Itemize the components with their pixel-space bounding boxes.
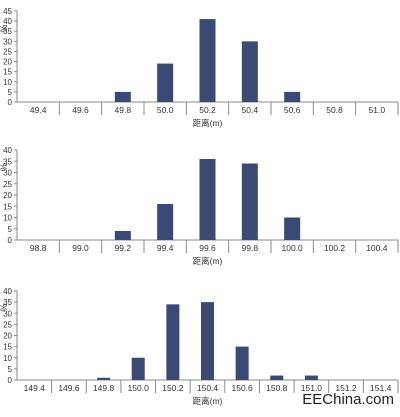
x-tick-label: 50.0 bbox=[157, 105, 174, 115]
y-tick-label: 5 bbox=[8, 88, 13, 97]
x-tick-label: 99.8 bbox=[242, 243, 259, 253]
x-tick-label: 150.4 bbox=[197, 383, 219, 393]
bar bbox=[114, 231, 131, 240]
bar bbox=[304, 375, 318, 380]
bar bbox=[241, 41, 258, 102]
x-tick-label: 99.4 bbox=[157, 243, 174, 253]
y-tick-label: 20 bbox=[3, 191, 12, 200]
x-axis-label: 距离(m) bbox=[193, 256, 223, 266]
x-tick-label: 100.2 bbox=[324, 243, 346, 253]
y-tick-label: 45 bbox=[3, 7, 12, 16]
y-axis-label: % bbox=[0, 163, 9, 171]
y-tick-label: 30 bbox=[3, 169, 12, 178]
x-tick-label: 99.2 bbox=[115, 243, 132, 253]
bar bbox=[131, 357, 145, 380]
x-axis-label: 距离(m) bbox=[193, 118, 223, 128]
y-tick-label: 10 bbox=[3, 214, 12, 223]
x-tick-label: 50.8 bbox=[326, 105, 343, 115]
x-tick-label: 149.4 bbox=[24, 383, 46, 393]
x-tick-label: 151.2 bbox=[335, 383, 357, 393]
x-tick-label: 151.0 bbox=[301, 383, 323, 393]
y-tick-label: 35 bbox=[3, 157, 12, 166]
chart-3: 0 5 10 15 20 25 30 35 40% 149.4 149.6 149.8 150.0 150… bbox=[0, 287, 399, 406]
y-tick-label: 10 bbox=[3, 78, 12, 87]
chart-2: 0 5 10 15 20 25 30 35 40% 98.8 99.0 99.2 99.4 99.6 99.… bbox=[0, 146, 399, 266]
x-tick-label: 150.2 bbox=[162, 383, 184, 393]
y-axis-label: % bbox=[0, 24, 9, 32]
y-axis-label: % bbox=[0, 303, 9, 311]
x-tick-label: 149.8 bbox=[93, 383, 115, 393]
bar bbox=[199, 159, 216, 240]
x-tick-label: 49.8 bbox=[115, 105, 132, 115]
y-tick-label: 40 bbox=[3, 146, 12, 155]
bar bbox=[157, 63, 174, 102]
y-tick-label: 15 bbox=[3, 68, 12, 77]
x-tick-label: 150.0 bbox=[128, 383, 150, 393]
bar bbox=[199, 19, 216, 102]
x-tick-label: 150.8 bbox=[266, 383, 288, 393]
x-tick-label: 150.6 bbox=[231, 383, 253, 393]
y-tick-label: 0 bbox=[8, 376, 13, 385]
bar bbox=[241, 163, 258, 240]
y-tick-label: 35 bbox=[3, 27, 12, 36]
x-tick-label: 151.4 bbox=[370, 383, 392, 393]
y-tick-label: 0 bbox=[8, 98, 13, 107]
y-tick-label: 40 bbox=[3, 17, 12, 26]
watermark: EEChina.com bbox=[302, 391, 394, 408]
bar bbox=[114, 91, 131, 102]
x-tick-label: 50.2 bbox=[199, 105, 216, 115]
bar bbox=[157, 204, 174, 240]
bar bbox=[166, 304, 180, 380]
x-tick-label: 51.0 bbox=[369, 105, 386, 115]
x-tick-label: 149.6 bbox=[58, 383, 80, 393]
y-tick-label: 30 bbox=[3, 309, 12, 318]
y-tick-label: 5 bbox=[8, 225, 13, 234]
x-tick-label: 98.8 bbox=[30, 243, 47, 253]
x-tick-label: 99.0 bbox=[72, 243, 89, 253]
y-tick-label: 25 bbox=[3, 320, 12, 329]
bar bbox=[97, 377, 111, 380]
y-tick-label: 10 bbox=[3, 354, 12, 363]
bar bbox=[284, 217, 301, 240]
y-tick-label: 15 bbox=[3, 202, 12, 211]
y-tick-label: 20 bbox=[3, 332, 12, 341]
bar bbox=[201, 302, 214, 380]
y-tick-label: 35 bbox=[3, 298, 12, 307]
y-tick-label: 25 bbox=[3, 180, 12, 189]
y-tick-label: 5 bbox=[8, 365, 13, 374]
x-tick-label: 50.4 bbox=[242, 105, 259, 115]
y-tick-label: 30 bbox=[3, 37, 12, 46]
bar bbox=[284, 91, 301, 102]
x-axis-label: 距离(m) bbox=[193, 396, 223, 406]
x-tick-label: 49.4 bbox=[30, 105, 47, 115]
bar bbox=[235, 346, 249, 380]
bar bbox=[270, 375, 284, 380]
x-tick-label: 50.6 bbox=[284, 105, 301, 115]
y-tick-label: 15 bbox=[3, 343, 12, 352]
x-tick-label: 100.4 bbox=[366, 243, 388, 253]
x-tick-label: 49.6 bbox=[72, 105, 89, 115]
y-tick-label: 20 bbox=[3, 58, 12, 67]
y-tick-label: 40 bbox=[3, 287, 12, 296]
x-tick-label: 99.6 bbox=[199, 243, 216, 253]
y-tick-label: 25 bbox=[3, 47, 12, 56]
y-tick-label: 0 bbox=[8, 236, 13, 245]
x-tick-label: 100.0 bbox=[282, 243, 304, 253]
